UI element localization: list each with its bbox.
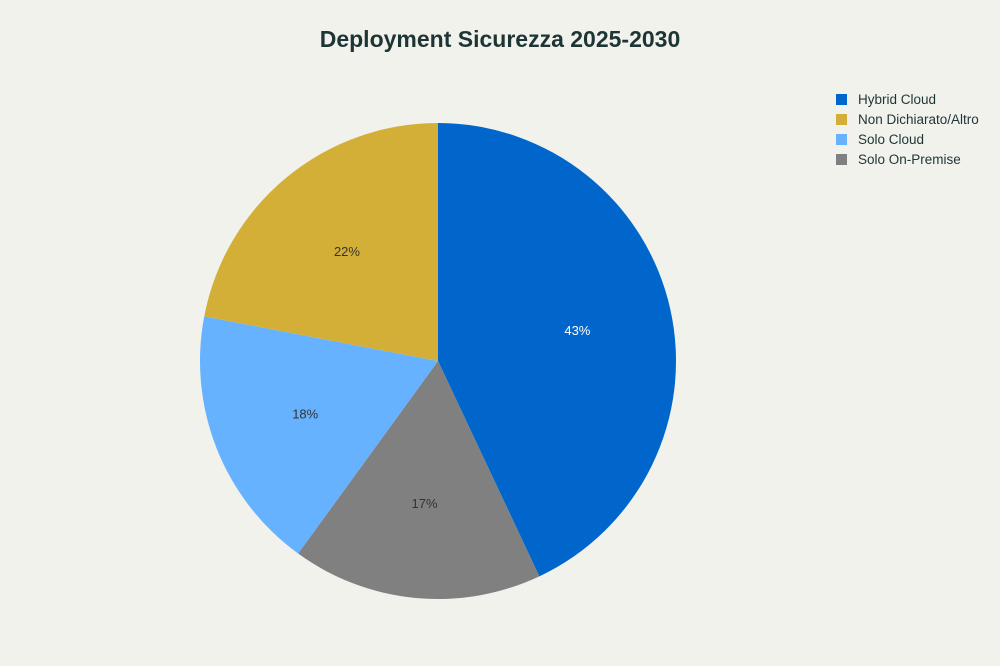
legend-item[interactable]: Solo Cloud (836, 129, 979, 149)
legend-item[interactable]: Hybrid Cloud (836, 89, 979, 109)
slice-label: 18% (292, 407, 318, 422)
pie-slice-hybrid-cloud[interactable] (438, 123, 676, 577)
pie-slice-solo-on-premise[interactable] (298, 361, 540, 599)
legend-label: Solo Cloud (858, 131, 925, 147)
legend-item[interactable]: Non Dichiarato/Altro (836, 109, 979, 129)
legend-swatch (836, 133, 847, 145)
legend-label: Solo On-Premise (858, 151, 961, 167)
slice-label: 22% (334, 244, 360, 259)
legend-item[interactable]: Solo On-Premise (836, 149, 979, 169)
slice-label: 43% (564, 323, 590, 338)
pie-slice-solo-cloud[interactable] (200, 316, 438, 554)
legend: Hybrid Cloud Non Dichiarato/Altro Solo Clo… (836, 89, 979, 169)
legend-label: Hybrid Cloud (858, 91, 937, 107)
legend-swatch (836, 153, 847, 165)
legend-swatch (836, 113, 847, 125)
chart-title: Deployment Sicurezza 2025-2030 (319, 26, 681, 52)
legend-label: Non Dichiarato/Altro (858, 111, 979, 127)
legend-swatch (836, 93, 847, 105)
slice-label: 17% (412, 496, 438, 511)
pie-slice-non-dichiarato-altro[interactable] (204, 123, 438, 361)
